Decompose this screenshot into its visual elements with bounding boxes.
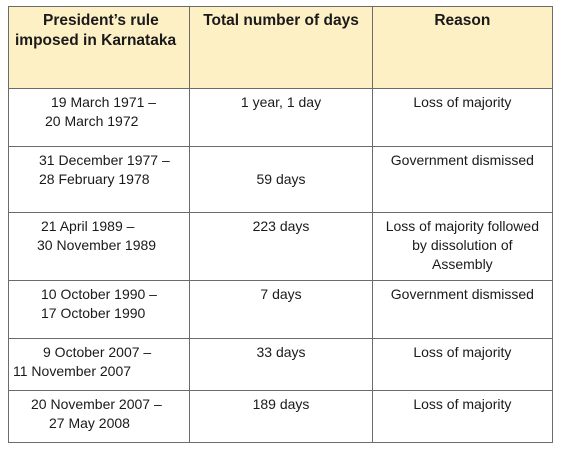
reason-line: Loss of majority (413, 94, 512, 110)
reason-line: Loss of majority followed (385, 218, 539, 234)
days-cell: 1 year, 1 day (189, 88, 373, 147)
reason-line: Loss of majority (413, 344, 512, 360)
period-end: 20 March 1972 (45, 113, 139, 129)
table-row: 20 November 2007 – 27 May 2008 189 days … (7, 390, 554, 443)
days-cell: 33 days (189, 338, 373, 391)
period-start: 21 April 1989 – (41, 218, 135, 234)
period-cell: 31 December 1977 – 28 February 1978 (7, 146, 191, 213)
reason-cell: Loss of majority (371, 338, 554, 391)
header-row: President’s rule imposed in Karnataka To… (7, 6, 554, 89)
header-period-line1: President’s rule (43, 12, 159, 29)
period-start: 10 October 1990 – (41, 286, 157, 302)
reason-line: Assembly (432, 256, 493, 272)
period-cell: 20 November 2007 – 27 May 2008 (7, 390, 191, 443)
period-start: 31 December 1977 – (39, 152, 170, 168)
table-row: 9 October 2007 – 11 November 2007 33 day… (7, 338, 554, 391)
days-cell: 189 days (189, 390, 373, 443)
reason-line: by dissolution of (412, 237, 513, 253)
period-end: 11 November 2007 (13, 363, 132, 379)
days-cell: 223 days (189, 212, 373, 281)
reason-cell: Government dismissed (371, 146, 554, 213)
period-cell: 9 October 2007 – 11 November 2007 (7, 338, 191, 391)
period-start: 19 March 1971 – (51, 94, 157, 110)
period-end: 28 February 1978 (39, 171, 150, 187)
header-period-line2: imposed in Karnataka (15, 32, 177, 49)
header-reason: Reason (371, 6, 554, 89)
reason-cell: Loss of majority (371, 88, 554, 147)
period-end: 17 October 1990 (41, 305, 146, 321)
presidents-rule-table: President’s rule imposed in Karnataka To… (7, 6, 554, 443)
period-end: 27 May 2008 (49, 415, 130, 431)
period-cell: 19 March 1971 – 20 March 1972 (7, 88, 191, 147)
header-days: Total number of days (189, 6, 373, 89)
reason-line: Government dismissed (390, 286, 534, 302)
table-row: 19 March 1971 – 20 March 1972 1 year, 1 … (7, 88, 554, 147)
header-period: President’s rule imposed in Karnataka (7, 6, 191, 89)
reason-cell: Loss of majority (371, 390, 554, 443)
reason-line: Loss of majority (413, 396, 512, 412)
table-row: 21 April 1989 – 30 November 1989 223 day… (7, 212, 554, 281)
period-start: 9 October 2007 – (43, 344, 152, 360)
period-cell: 21 April 1989 – 30 November 1989 (7, 212, 191, 281)
days-cell: 59 days (189, 146, 373, 213)
period-start: 20 November 2007 – (31, 396, 162, 412)
reason-cell: Loss of majority followed by dissolution… (371, 212, 554, 281)
table-row: 10 October 1990 – 17 October 1990 7 days… (7, 280, 554, 339)
reason-cell: Government dismissed (371, 280, 554, 339)
period-end: 30 November 1989 (37, 237, 157, 253)
table-row: 31 December 1977 – 28 February 1978 59 d… (7, 146, 554, 213)
days-cell: 7 days (189, 280, 373, 339)
reason-line: Government dismissed (390, 152, 534, 168)
period-cell: 10 October 1990 – 17 October 1990 (7, 280, 191, 339)
